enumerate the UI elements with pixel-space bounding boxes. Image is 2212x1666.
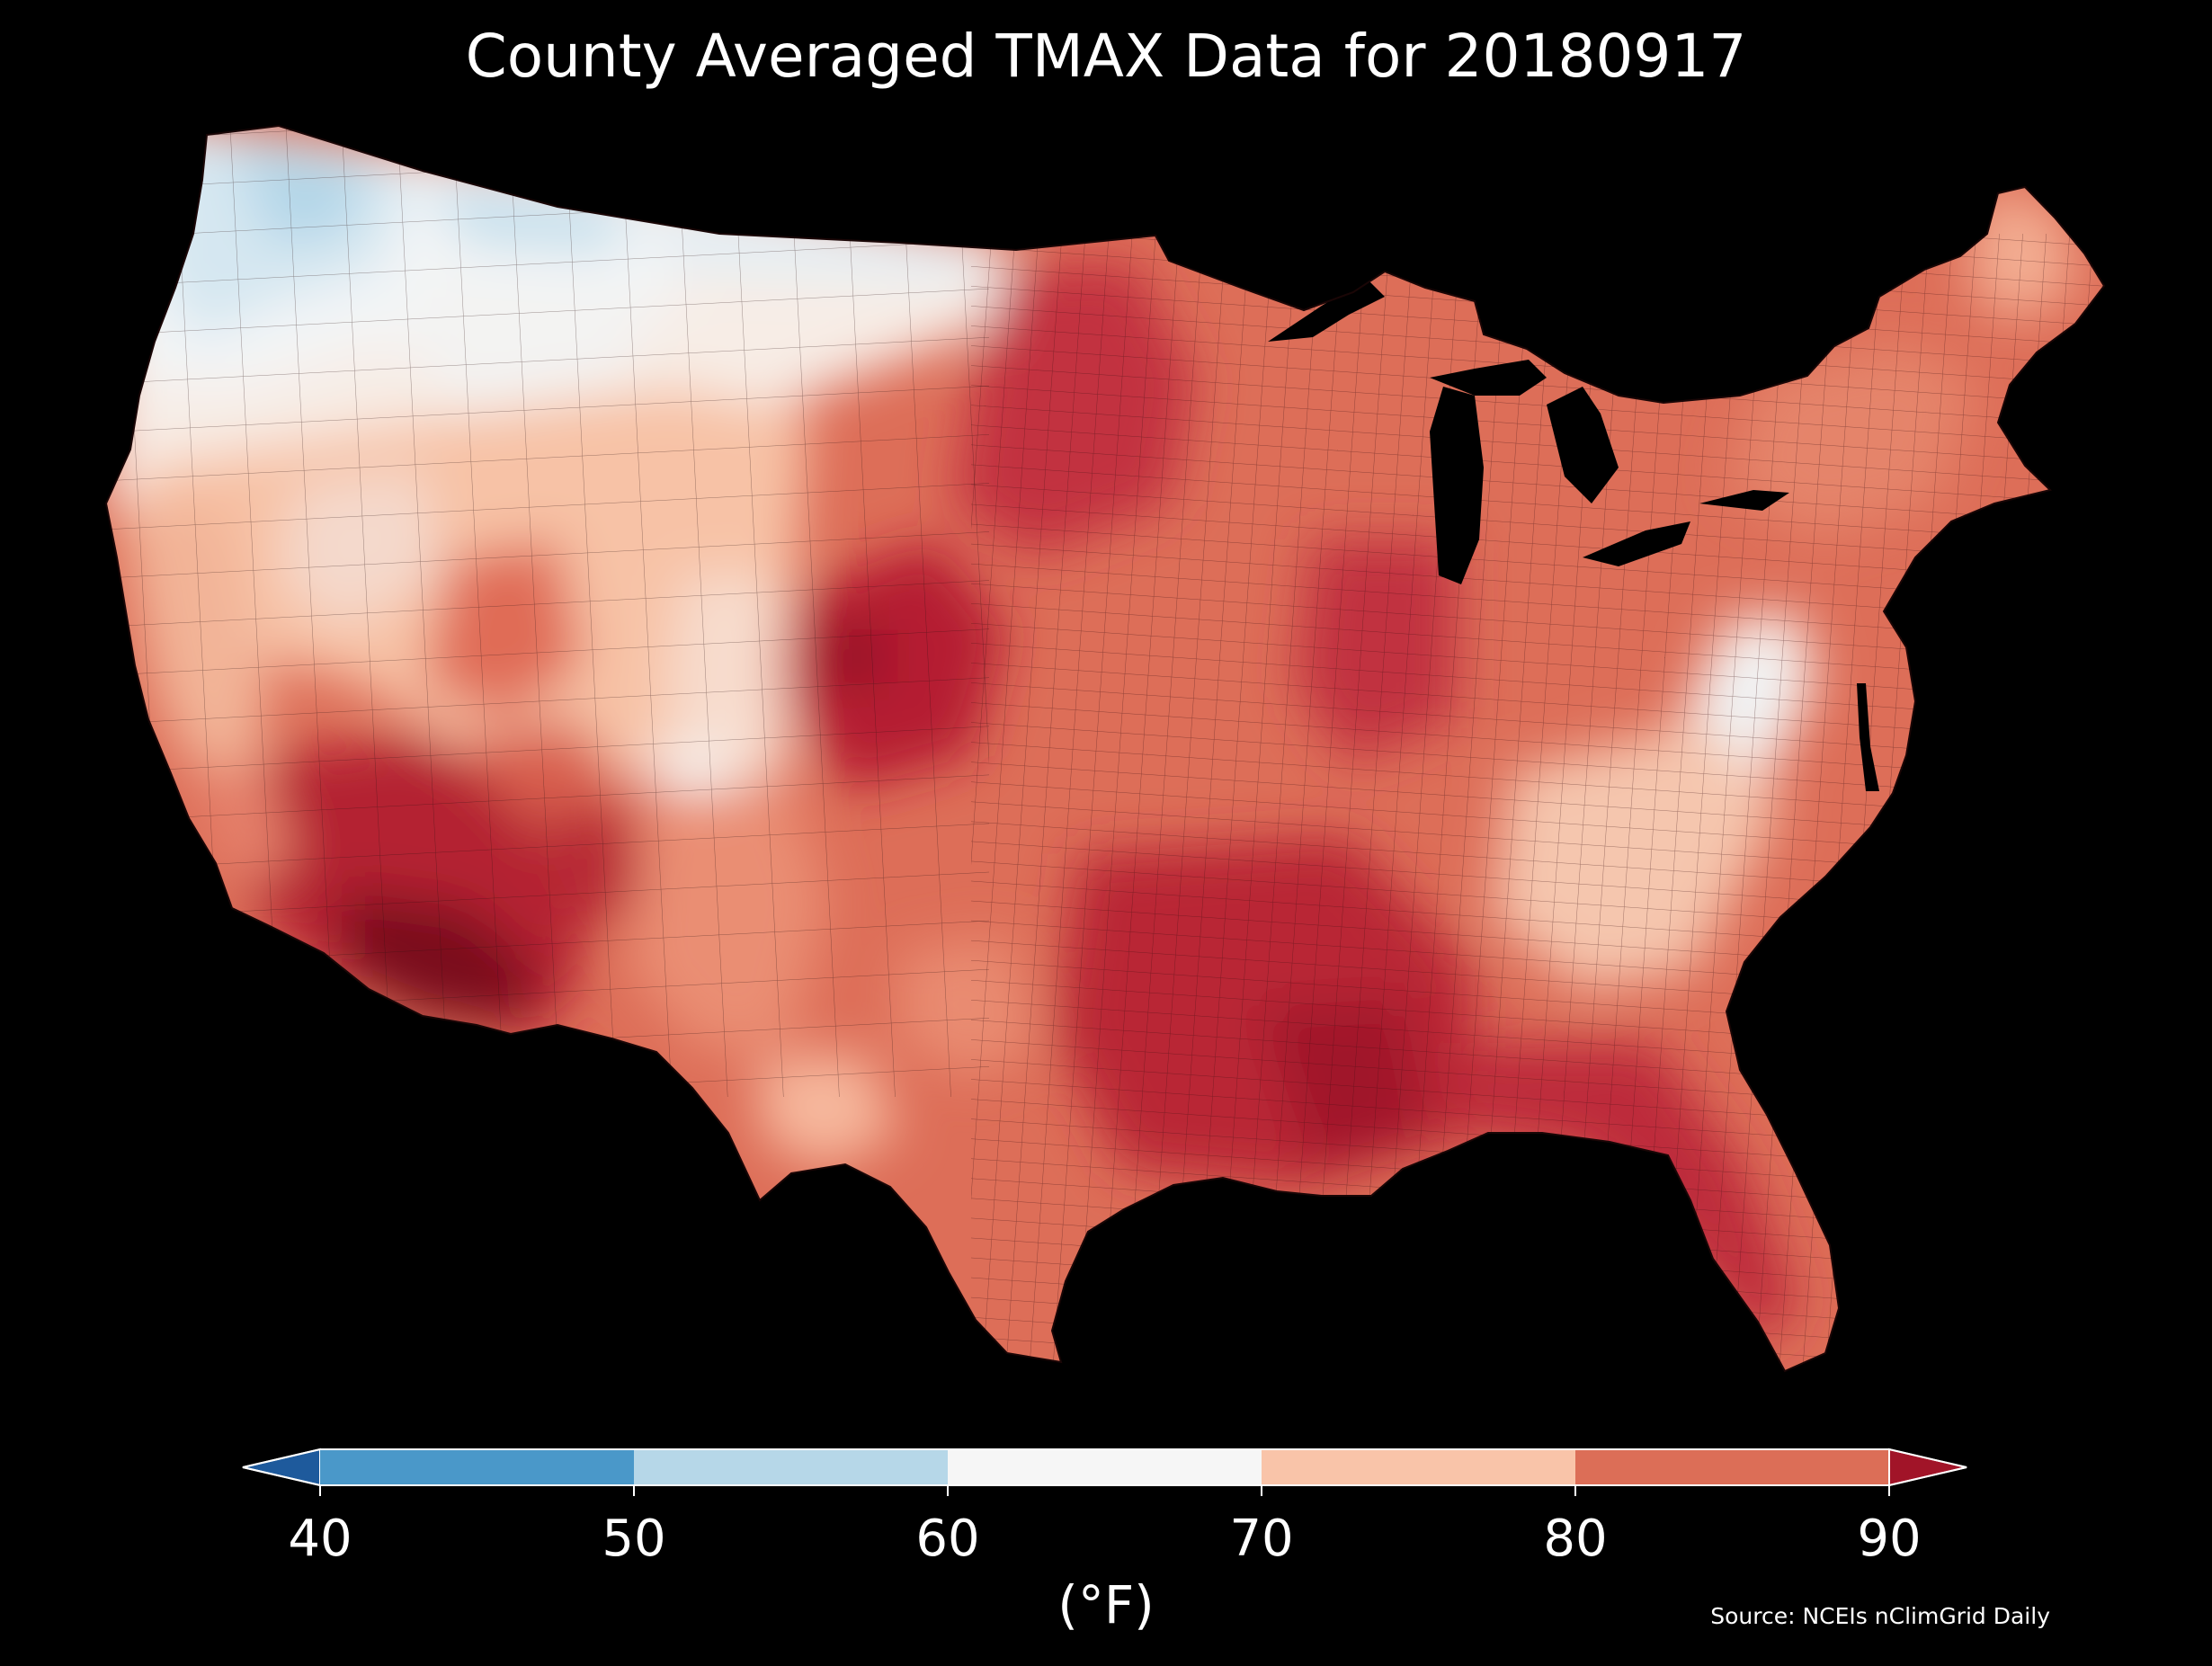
- colorbar-tick-label: 90: [1857, 1510, 1922, 1568]
- colorbar-bin-4: [1575, 1449, 1889, 1485]
- colorbar-bin-0: [320, 1449, 634, 1485]
- map-title: County Averaged TMAX Data for 20180917: [465, 22, 1747, 91]
- us-outline: [104, 124, 2106, 1373]
- colorbar-bin-2: [948, 1449, 1262, 1485]
- colorbar-tick-label: 40: [288, 1510, 352, 1568]
- source-label: Source: NCEIs nClimGrid Daily: [1710, 1603, 2050, 1629]
- colorbar-tick-label: 80: [1543, 1510, 1608, 1568]
- colorbar-unit-label: (°F): [1057, 1574, 1155, 1635]
- colorbar-tick-label: 50: [602, 1510, 666, 1568]
- colorbar-under-arrow: [242, 1448, 321, 1487]
- colorbar-over-arrow: [1888, 1448, 1967, 1487]
- colorbar-bin-1: [634, 1449, 948, 1485]
- colorbar-tick-label: 60: [915, 1510, 980, 1568]
- colorbar-bin-3: [1262, 1449, 1575, 1485]
- colorbar-tick-label: 70: [1229, 1510, 1294, 1568]
